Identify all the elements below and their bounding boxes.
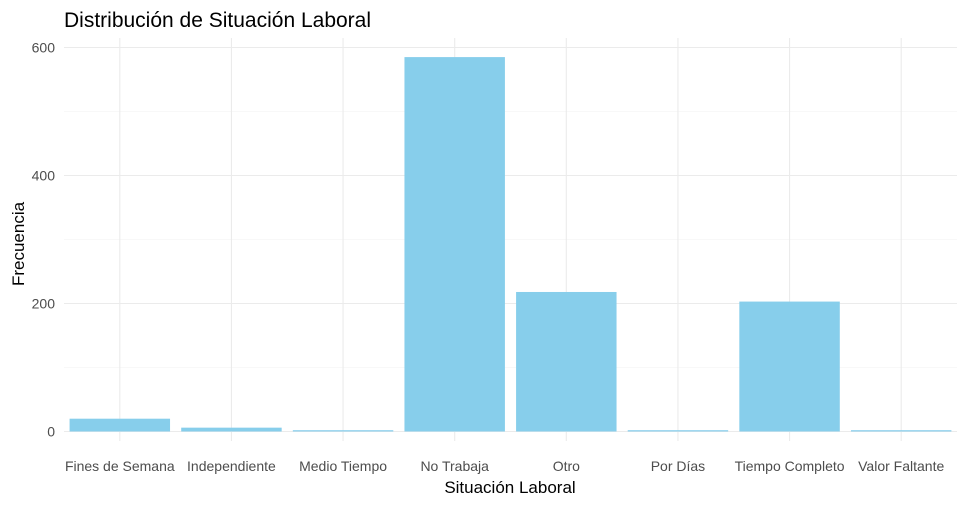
x-tick-label: No Trabaja [420,458,489,474]
bar [292,430,394,432]
y-tick-label: 200 [32,296,56,312]
y-tick-label: 0 [47,424,55,440]
x-tick-label: Fines de Semana [65,458,175,474]
x-tick-label: Valor Faltante [858,458,944,474]
bar [516,291,617,432]
x-tick-label: Otro [553,458,580,474]
x-tick-label: Por Días [651,458,705,474]
y-axis-ticks: 0 200 400 600 [32,40,56,440]
bar [404,57,505,432]
bar [739,301,840,432]
x-axis-ticks: Fines de Semana Independiente Medio Tiempo… [65,458,945,474]
x-tick-label: Medio Tiempo [299,458,387,474]
bar [850,430,952,432]
bars [69,57,952,432]
y-tick-label: 400 [32,168,56,184]
x-axis-title: Situación Laboral [444,478,575,497]
x-tick-label: Tiempo Completo [735,458,845,474]
y-axis-title: Frecuencia [9,201,28,286]
chart-title: Distribución de Situación Laboral [64,9,371,32]
bar [181,427,282,432]
y-tick-label: 600 [32,40,56,56]
x-tick-label: Independiente [187,458,276,474]
bar [69,418,171,432]
bar [627,430,729,432]
